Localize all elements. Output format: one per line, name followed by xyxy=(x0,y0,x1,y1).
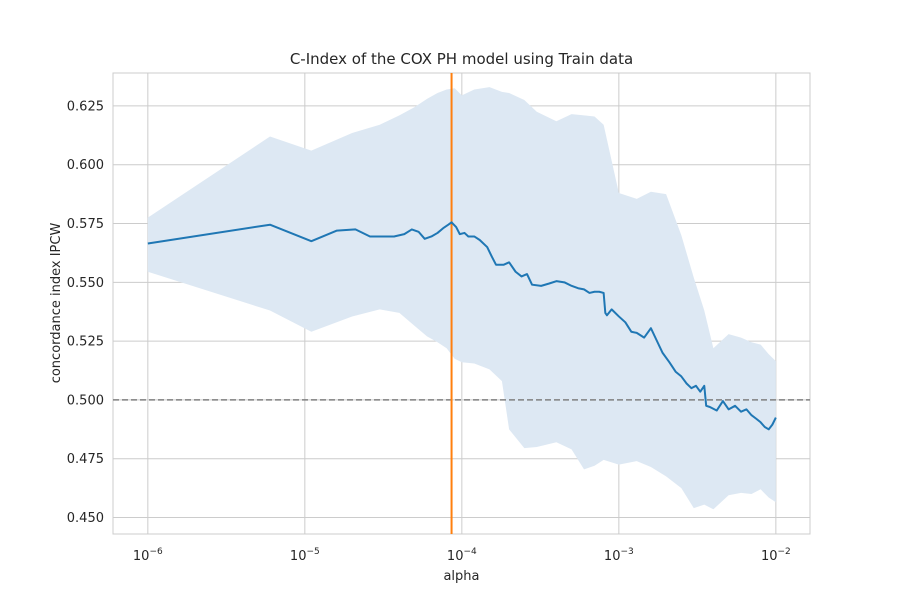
x-tick-label: 10−6 xyxy=(133,547,163,564)
series-line xyxy=(147,221,777,431)
confidence-band xyxy=(147,87,776,510)
y-tick-label: 0.500 xyxy=(67,393,104,408)
y-tick-label: 0.600 xyxy=(67,158,104,173)
y-tick-label: 0.525 xyxy=(67,335,104,350)
y-axis-ticks: 0.450 0.475 0.500 0.525 0.550 0.575 0.600 0.625 xyxy=(67,99,104,526)
x-tick-label: 10−5 xyxy=(290,547,320,564)
x-tick-label: 10−2 xyxy=(761,547,791,564)
y-tick-label: 0.625 xyxy=(67,99,104,114)
y-tick-label: 0.475 xyxy=(67,452,104,467)
chart-title: C-Index of the COX PH model using Train … xyxy=(290,50,633,68)
y-axis-label: concordance index IPCW xyxy=(49,223,64,384)
x-tick-label: 10−3 xyxy=(604,547,634,564)
x-axis-ticks: 10−6 10−5 10−4 10−3 10−2 xyxy=(133,547,791,564)
x-tick-label: 10−4 xyxy=(447,547,477,564)
y-tick-label: 0.575 xyxy=(67,217,104,232)
y-tick-label: 0.550 xyxy=(67,276,104,291)
x-axis-label: alpha xyxy=(443,569,479,584)
y-tick-label: 0.450 xyxy=(67,511,104,526)
